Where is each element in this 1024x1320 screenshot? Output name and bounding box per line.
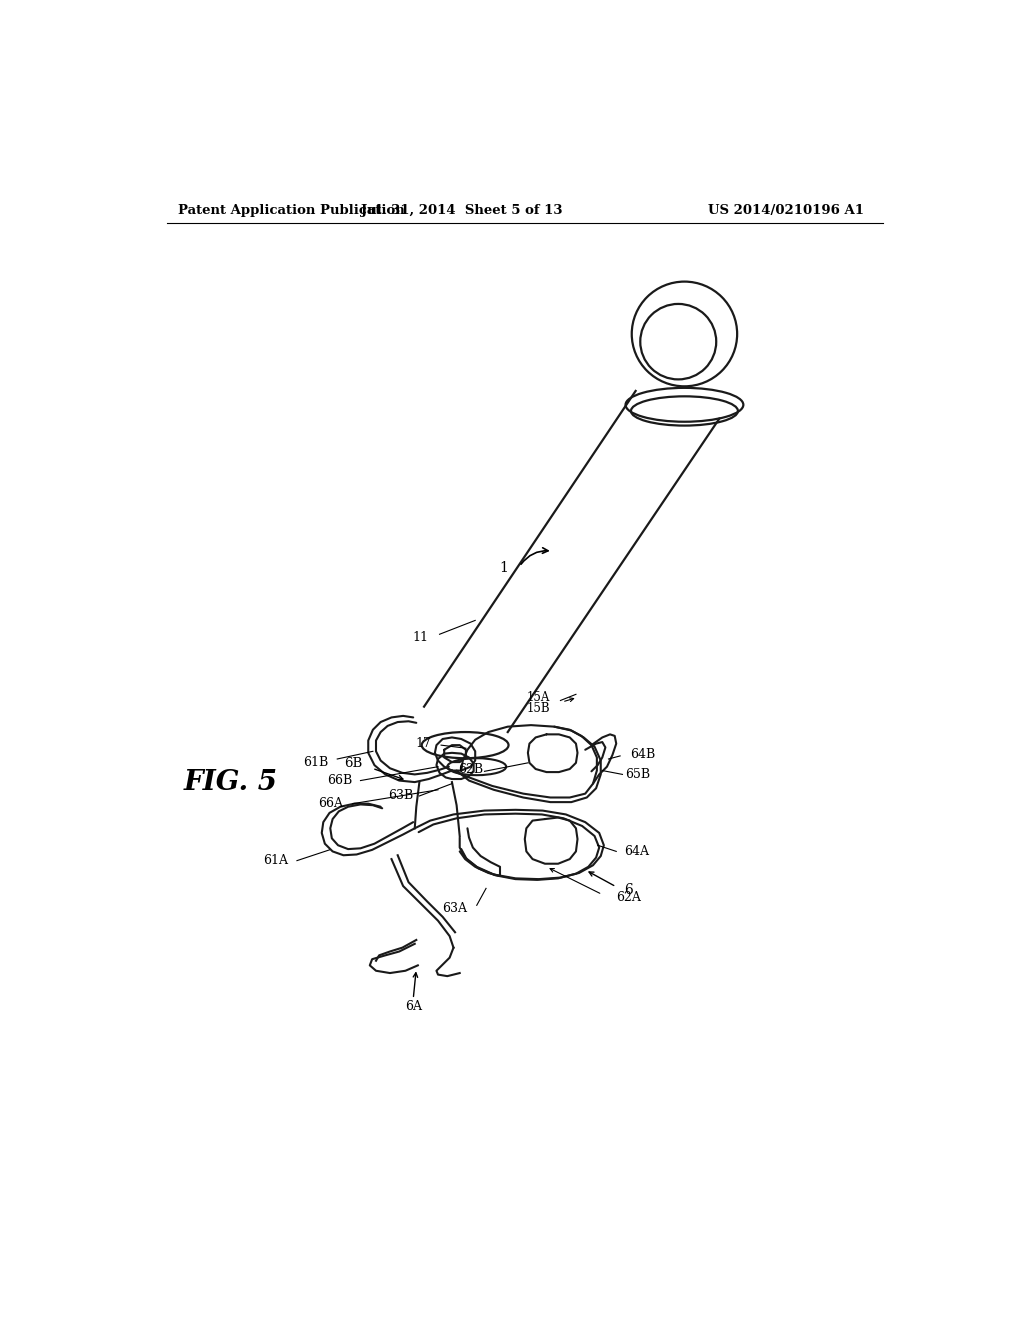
Text: 61B: 61B: [303, 755, 328, 768]
Text: 64A: 64A: [624, 845, 649, 858]
Text: 6A: 6A: [404, 1001, 422, 1014]
Text: 65B: 65B: [626, 768, 650, 781]
Text: US 2014/0210196 A1: US 2014/0210196 A1: [709, 205, 864, 218]
Text: 66A: 66A: [318, 797, 343, 810]
Text: 6: 6: [624, 883, 633, 896]
Text: 64B: 64B: [630, 748, 655, 760]
Text: FIG. 5: FIG. 5: [183, 768, 278, 796]
Text: Patent Application Publication: Patent Application Publication: [178, 205, 406, 218]
Text: 15B: 15B: [526, 702, 550, 714]
Text: 62A: 62A: [616, 891, 641, 904]
Text: 6B: 6B: [344, 758, 362, 770]
Text: 61A: 61A: [262, 854, 288, 867]
Text: 11: 11: [413, 631, 429, 644]
Text: 62B: 62B: [458, 763, 483, 776]
Text: 63B: 63B: [388, 789, 414, 803]
Text: 15A: 15A: [527, 690, 550, 704]
Text: 17: 17: [416, 737, 432, 750]
Text: 63A: 63A: [442, 902, 467, 915]
Text: 66B: 66B: [328, 774, 352, 787]
Text: Jul. 31, 2014  Sheet 5 of 13: Jul. 31, 2014 Sheet 5 of 13: [360, 205, 562, 218]
Text: 1: 1: [499, 561, 508, 576]
